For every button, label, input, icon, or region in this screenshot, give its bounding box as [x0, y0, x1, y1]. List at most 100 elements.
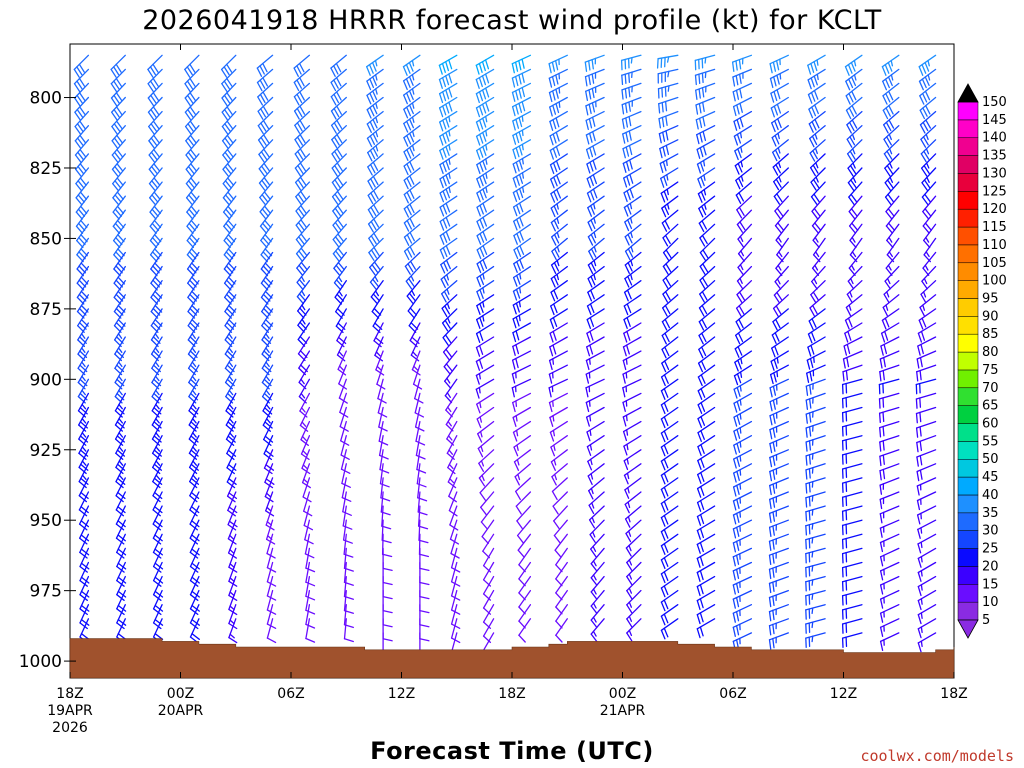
barb-feather — [549, 106, 553, 117]
wind-barb — [382, 575, 393, 600]
barb-feather — [810, 344, 815, 355]
barb-feather — [190, 477, 200, 485]
barb-feather — [703, 174, 706, 181]
wind-barb — [808, 308, 826, 331]
wind-barb — [296, 280, 311, 305]
barb-staff — [338, 378, 347, 399]
wind-barb — [482, 604, 495, 629]
barb-feather — [920, 153, 927, 163]
barb-feather — [627, 262, 633, 272]
wind-barb — [917, 589, 937, 611]
barb-feather — [556, 273, 560, 281]
barb-feather — [622, 162, 627, 173]
barb-feather — [882, 468, 886, 480]
barb-feather — [299, 148, 306, 158]
wind-barb — [295, 223, 311, 248]
wind-barb — [624, 477, 642, 499]
barb-feather — [481, 89, 487, 100]
barb-feather — [623, 318, 628, 329]
barb-feather — [918, 319, 924, 330]
barb-feather — [191, 548, 200, 556]
wind-barb — [482, 561, 495, 587]
wind-barb — [846, 125, 863, 148]
wind-barb — [221, 82, 237, 107]
barb-feather — [696, 487, 702, 498]
wind-barb — [379, 449, 390, 474]
barb-feather — [147, 68, 154, 78]
colorbar-swatch — [957, 369, 979, 389]
barb-feather — [704, 57, 707, 64]
wind-barb — [228, 618, 238, 644]
barb-feather — [805, 469, 808, 480]
wind-barb — [841, 604, 863, 620]
colorbar-arrow-low — [957, 619, 979, 639]
wind-barb — [111, 110, 126, 135]
barb-feather — [111, 154, 119, 164]
barb-staff — [482, 604, 495, 623]
barb-feather — [479, 204, 484, 215]
barb-feather — [369, 281, 377, 291]
barb-feather — [887, 208, 895, 217]
barb-feather — [262, 119, 270, 130]
barb-feather — [556, 203, 559, 210]
barb-staff — [846, 125, 863, 140]
wind-barb — [293, 96, 311, 120]
barb-feather — [628, 530, 632, 537]
barb-feather — [153, 148, 160, 158]
barb-feather — [851, 251, 857, 258]
barb-feather — [624, 503, 630, 514]
wind-barb — [226, 435, 237, 461]
wind-barb — [586, 322, 605, 343]
wind-barb — [917, 322, 937, 343]
barb-feather — [846, 153, 854, 163]
barb-feather — [229, 619, 235, 625]
barb-staff — [266, 561, 274, 583]
wind-barb — [732, 68, 753, 87]
wind-barb — [381, 519, 392, 544]
barb-feather — [589, 344, 594, 355]
wind-barb — [513, 209, 532, 231]
barb-feather — [299, 105, 306, 115]
barb-feather — [256, 81, 263, 92]
barb-feather — [699, 612, 704, 623]
barb-feather — [660, 418, 666, 429]
barb-feather — [696, 628, 701, 639]
barb-feather — [226, 92, 233, 102]
barb-feather — [403, 94, 408, 105]
wind-barb — [259, 195, 274, 220]
wind-barb — [111, 96, 126, 121]
wind-barb — [295, 237, 311, 262]
wind-barb — [661, 350, 679, 373]
wind-barb — [662, 265, 679, 289]
wind-barb — [916, 463, 937, 482]
wind-barb — [407, 294, 421, 319]
wind-barb — [549, 96, 568, 117]
barb-feather — [732, 76, 736, 87]
wind-barb — [152, 547, 164, 573]
barb-feather — [811, 495, 814, 502]
barb-feather — [772, 469, 776, 480]
barb-feather — [735, 334, 741, 345]
barb-feather — [807, 333, 813, 344]
wind-barb — [883, 280, 900, 303]
barb-feather — [660, 376, 666, 387]
wind-barb — [916, 449, 937, 467]
wind-barb — [78, 491, 90, 517]
wind-barb — [338, 378, 348, 404]
wind-barb — [332, 209, 347, 234]
barb-staff — [449, 519, 458, 540]
wind-barb — [332, 237, 347, 262]
barb-feather — [189, 106, 197, 116]
barb-feather — [663, 402, 669, 412]
barb-feather — [735, 321, 741, 331]
barb-feather — [553, 534, 561, 544]
wind-barb — [732, 82, 753, 102]
barb-feather — [808, 440, 812, 451]
barb-feather — [769, 456, 773, 468]
barb-feather — [591, 73, 595, 84]
barb-feather — [485, 101, 490, 112]
barb-feather — [116, 579, 125, 587]
barb-feather — [445, 117, 450, 128]
y-tick-label: 850 — [30, 229, 62, 249]
wind-barb — [184, 68, 200, 93]
